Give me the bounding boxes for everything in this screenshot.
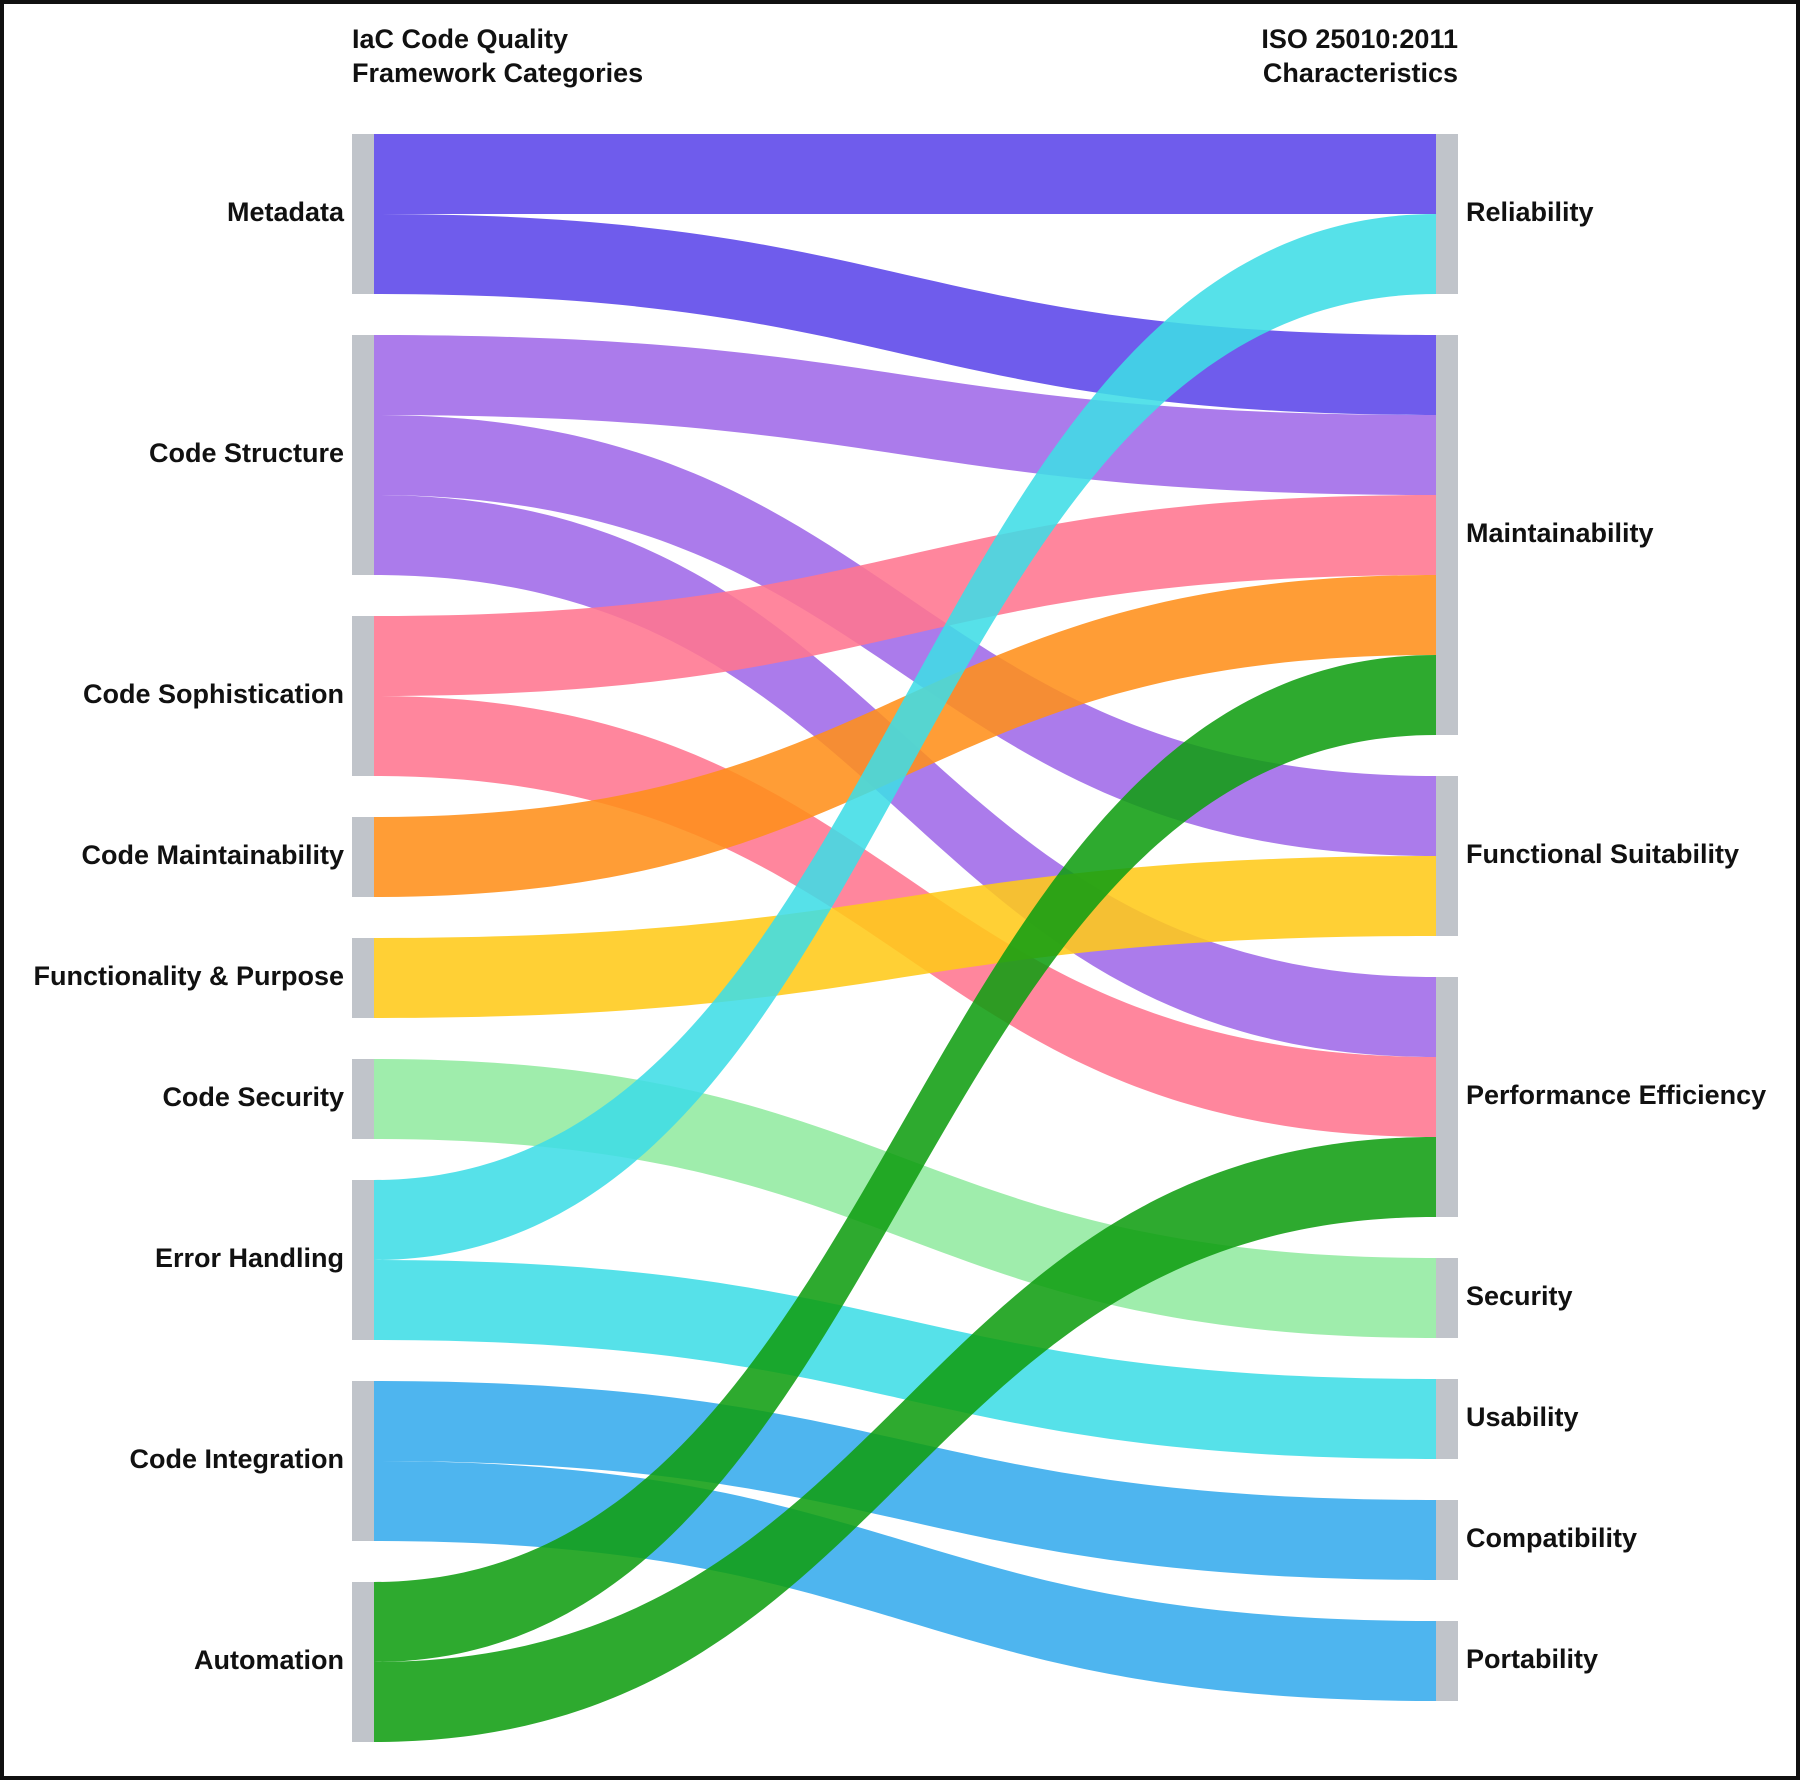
label-code-sophistication: Code Sophistication (83, 679, 344, 709)
link-error-handling-to-reliability (374, 214, 1436, 1260)
sankey-diagram: Metadata Code Structure Code Sophisticatio… (33, 24, 1766, 1742)
link-automation-to-performance-efficiency (374, 1137, 1436, 1742)
node-functional-suitability (1436, 776, 1458, 936)
label-metadata: Metadata (227, 197, 345, 227)
link-code-structure-to-maintainability (374, 335, 1436, 495)
label-code-maintainability: Code Maintainability (81, 840, 344, 870)
link-code-sophistication-to-maintainability (374, 495, 1436, 696)
label-usability: Usability (1466, 1402, 1579, 1432)
node-error-handling (352, 1180, 374, 1340)
node-functionality-purpose (352, 938, 374, 1018)
sankey-labels: Metadata Code Structure Code Sophisticatio… (33, 197, 1766, 1675)
label-performance-efficiency: Performance Efficiency (1466, 1080, 1766, 1110)
right-title-line-1: ISO 25010:2011 (1261, 24, 1458, 54)
node-code-integration (352, 1381, 374, 1541)
left-title-line-1: IaC Code Quality (352, 24, 568, 54)
node-reliability (1436, 134, 1458, 294)
node-code-security (352, 1059, 374, 1139)
label-code-integration: Code Integration (130, 1444, 345, 1474)
label-security: Security (1466, 1281, 1573, 1311)
node-metadata (352, 134, 374, 294)
sankey-nodes (352, 134, 1458, 1742)
node-code-structure (352, 335, 374, 575)
label-functionality-purpose: Functionality & Purpose (33, 961, 344, 991)
right-title-line-2: Characteristics (1263, 58, 1458, 88)
label-compatibility: Compatibility (1466, 1523, 1637, 1553)
node-compatibility (1436, 1500, 1458, 1580)
sankey-links (374, 134, 1436, 1742)
node-usability (1436, 1379, 1458, 1459)
label-maintainability: Maintainability (1466, 518, 1654, 548)
link-code-integration-to-compatibility (374, 1381, 1436, 1580)
label-automation: Automation (194, 1645, 344, 1675)
node-automation (352, 1582, 374, 1742)
label-error-handling: Error Handling (155, 1243, 344, 1273)
label-portability: Portability (1466, 1644, 1598, 1674)
node-maintainability (1436, 335, 1458, 735)
link-functionality-purpose-to-functional-suitability (374, 856, 1436, 1018)
node-code-maintainability (352, 817, 374, 897)
label-functional-suitability: Functional Suitability (1466, 839, 1739, 869)
node-performance-efficiency (1436, 977, 1458, 1217)
node-portability (1436, 1621, 1458, 1701)
label-reliability: Reliability (1466, 197, 1594, 227)
label-code-structure: Code Structure (149, 438, 344, 468)
left-title-line-2: Framework Categories (352, 58, 643, 88)
link-automation-to-maintainability (374, 655, 1436, 1662)
link-metadata-to-reliability (374, 134, 1436, 214)
node-code-sophistication (352, 616, 374, 776)
link-error-handling-to-usability (374, 1260, 1436, 1459)
node-security (1436, 1258, 1458, 1338)
label-code-security: Code Security (162, 1082, 344, 1112)
